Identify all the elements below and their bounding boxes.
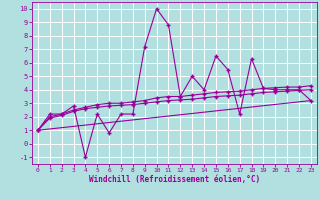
X-axis label: Windchill (Refroidissement éolien,°C): Windchill (Refroidissement éolien,°C) [89,175,260,184]
